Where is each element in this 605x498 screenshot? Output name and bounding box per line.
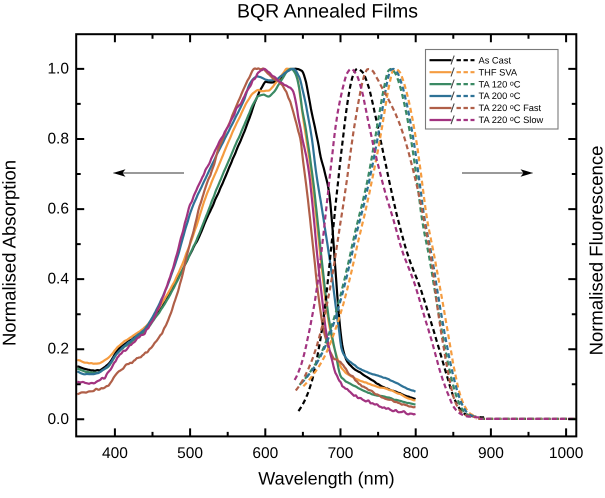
svg-text:0.6: 0.6 [47,201,69,218]
svg-text:As Cast: As Cast [479,55,512,65]
svg-text:600: 600 [252,445,278,462]
svg-text:700: 700 [328,445,354,462]
svg-text:0.2: 0.2 [47,341,69,358]
svg-text:800: 800 [403,445,429,462]
svg-text:Normalised Absorption: Normalised Absorption [0,160,20,346]
svg-text:TA 200 oC: TA 200 oC [479,91,521,101]
svg-text:400: 400 [102,445,128,462]
svg-text:TA 220 oC Fast: TA 220 oC Fast [479,103,542,113]
svg-text:BQR Annealed Films: BQR Annealed Films [237,0,418,22]
svg-text:THF SVA: THF SVA [479,67,518,77]
svg-text:0.0: 0.0 [47,411,69,428]
svg-text:1000: 1000 [549,445,584,462]
svg-text:500: 500 [177,445,203,462]
svg-text:TA 120 oC: TA 120 oC [479,79,521,89]
svg-text:TA 220 oC Slow: TA 220 oC Slow [479,115,544,125]
svg-text:Wavelength (nm): Wavelength (nm) [258,468,394,488]
svg-text:0.4: 0.4 [47,271,69,288]
svg-text:0.8: 0.8 [47,131,69,148]
svg-text:1.0: 1.0 [47,60,69,77]
svg-text:900: 900 [478,445,504,462]
svg-text:Normalised Fluorescence: Normalised Fluorescence [585,146,605,356]
